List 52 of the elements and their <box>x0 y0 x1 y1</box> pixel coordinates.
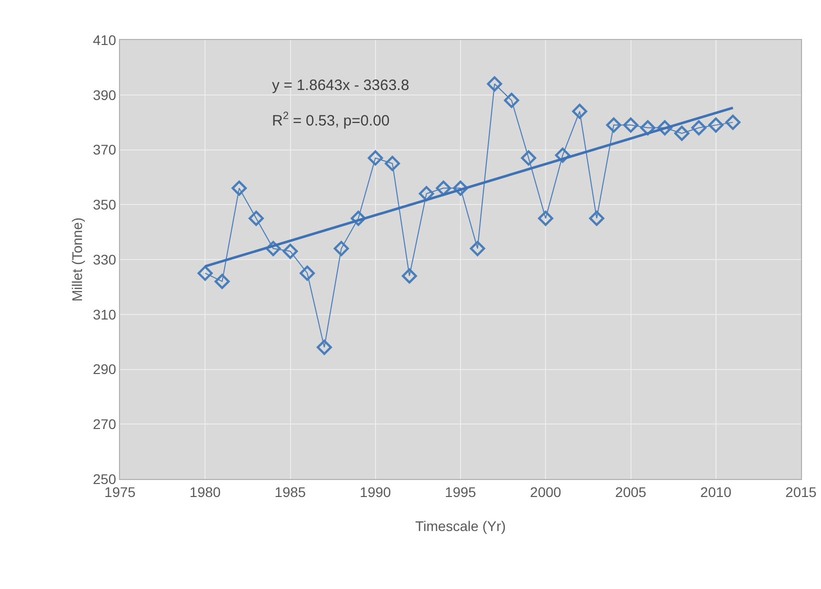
y-tick-label: 290 <box>92 361 116 378</box>
point <box>640 120 656 136</box>
point <box>198 266 213 281</box>
point <box>402 268 418 284</box>
point <box>674 126 690 141</box>
annotation: y = 1.8643x - 3363.8 <box>272 77 410 94</box>
y-tick-label: 330 <box>92 251 116 268</box>
point <box>266 240 281 256</box>
x-tick-label: 1985 <box>274 484 306 500</box>
point <box>725 114 740 130</box>
annotation: R$^{2}$ = 0.53, p=0.00 <box>272 110 390 130</box>
x-tick-label: 1995 <box>444 484 476 500</box>
y-tick-label: 270 <box>92 416 116 432</box>
point <box>334 240 349 256</box>
point <box>589 210 604 226</box>
y-tick-label: 350 <box>92 196 116 213</box>
point <box>418 186 434 202</box>
x-tick-label: 2005 <box>615 484 647 500</box>
x-tick-label: 2000 <box>530 484 562 500</box>
x-tick-label: 2015 <box>785 484 817 500</box>
point <box>623 117 638 133</box>
point <box>555 148 570 163</box>
point <box>232 180 247 196</box>
x-axis-title: Timescale (Yr) <box>415 518 506 534</box>
point <box>572 104 588 119</box>
point <box>368 150 383 166</box>
point <box>504 92 520 108</box>
point <box>521 150 536 166</box>
point <box>282 244 298 259</box>
y-tick-label: 370 <box>92 142 116 158</box>
y-tick-label: 310 <box>92 306 116 322</box>
point <box>384 156 400 172</box>
point <box>708 117 724 133</box>
x-tick-label: 1990 <box>360 484 392 500</box>
y-tick-label: 410 <box>92 32 116 48</box>
x-tick-label: 1980 <box>190 484 221 500</box>
x-tick-label: 2010 <box>700 484 732 500</box>
point <box>436 180 452 196</box>
point <box>452 180 468 196</box>
point <box>486 76 502 92</box>
point <box>316 340 332 355</box>
y-axis-title: Millet (Tonne) <box>69 217 85 302</box>
point <box>248 210 264 226</box>
point <box>657 120 672 136</box>
point <box>470 240 486 256</box>
y-tick-label: 390 <box>92 86 116 103</box>
point <box>691 120 706 136</box>
point <box>350 210 366 226</box>
point <box>300 266 315 281</box>
point <box>214 274 230 290</box>
point <box>606 117 622 133</box>
point <box>538 210 554 226</box>
